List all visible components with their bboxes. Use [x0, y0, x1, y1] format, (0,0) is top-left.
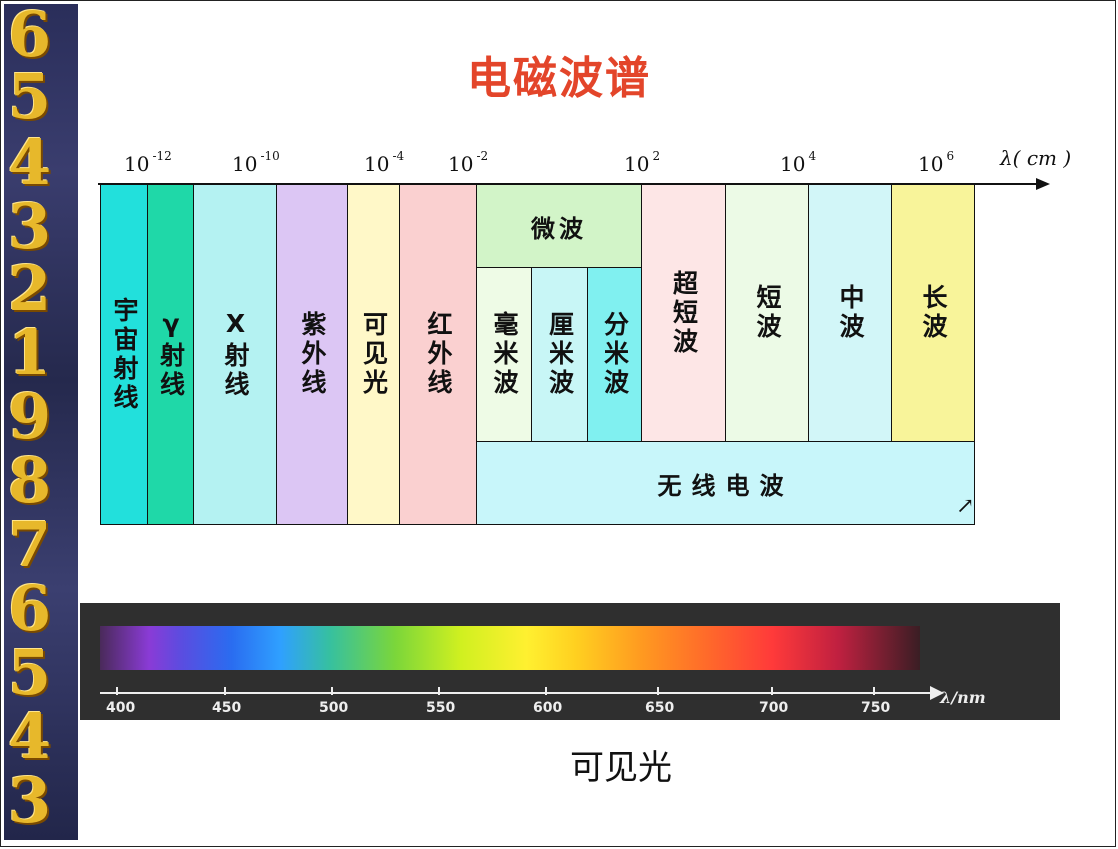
wavelength-tick: 10 6	[918, 149, 955, 176]
band-x-rays: X射线	[193, 184, 277, 525]
band-label: 紫外线	[298, 311, 327, 398]
band-microwave: 微波	[476, 184, 642, 268]
nm-tick-mark	[545, 687, 547, 695]
visible-light-caption: 可见光	[570, 748, 672, 788]
band-label: X射线	[221, 309, 250, 400]
sidebar-glyph: 3	[8, 190, 52, 263]
nm-tick-label: 550	[426, 700, 456, 716]
nm-tick-label: 600	[533, 700, 563, 716]
slide-title: 电磁波谱	[467, 53, 651, 104]
sidebar-glyph: 4	[8, 126, 52, 199]
wavelength-tick: 10 -2	[448, 149, 489, 176]
sidebar-glyph: 5	[8, 636, 52, 709]
band-short-wave: 短波	[725, 184, 809, 442]
decorative-sidebar: 6 5 4 3 2 1 9 8 7 6 5 4 3	[4, 4, 78, 840]
sidebar-glyph: 5	[8, 60, 52, 133]
nm-tick-label: 500	[319, 700, 349, 716]
sidebar-glyph: 3	[8, 764, 52, 837]
nm-tick-mark	[873, 687, 875, 695]
nm-tick-label: 400	[106, 700, 136, 716]
sidebar-glyph: 6	[8, 572, 52, 645]
nm-tick-label: 750	[861, 700, 891, 716]
sidebar-glyph: 6	[8, 4, 52, 71]
band-label: 红外线	[424, 311, 453, 398]
band-long-wave: 长波	[891, 184, 975, 442]
wavelength-tick: 10 2	[624, 149, 661, 176]
wavelength-axis-unit: λ( cm )	[1000, 146, 1072, 170]
mouse-cursor-icon: ↗	[956, 494, 975, 519]
band-visible-light: 可见光	[347, 184, 400, 525]
band-medium-wave: 中波	[808, 184, 892, 442]
sidebar-glyph: 4	[8, 700, 52, 773]
nm-tick-mark	[657, 687, 659, 695]
sidebar-glyph: 2	[8, 252, 52, 325]
band-label: 分米波	[600, 311, 630, 398]
band-label: 中波	[836, 284, 865, 342]
nm-tick-mark	[224, 687, 226, 695]
band-gamma-rays: γ射线	[147, 184, 194, 525]
band-label: 宇宙射线	[110, 296, 139, 413]
wavelength-tick: 10 4	[780, 149, 817, 176]
sidebar-glyph: 7	[8, 508, 52, 581]
sidebar-glyph: 9	[8, 380, 52, 453]
band-label: 厘米波	[545, 311, 575, 398]
band-radio-waves: 无线电波	[476, 441, 975, 525]
band-label: 长波	[919, 284, 948, 342]
visible-spectrum-gradient	[100, 626, 920, 670]
nm-tick-label: 650	[645, 700, 675, 716]
band-label: 无线电波	[657, 471, 794, 500]
nm-tick-label: 700	[759, 700, 789, 716]
sidebar-glyph: 1	[8, 316, 52, 389]
nm-tick-mark	[771, 687, 773, 695]
band-label: 微波	[531, 214, 587, 243]
band-label: 毫米波	[490, 311, 519, 398]
band-centimeter-wave: 厘米波	[531, 267, 588, 442]
nm-axis-line	[100, 692, 938, 694]
band-infrared: 红外线	[399, 184, 477, 525]
nm-tick-mark	[331, 687, 333, 695]
nm-tick-mark	[438, 687, 440, 695]
wavelength-tick: 10 -12	[124, 149, 172, 176]
nm-axis-arrow-icon	[930, 686, 944, 700]
wavelength-axis-arrow-icon	[1036, 178, 1050, 190]
band-ultraviolet: 紫外线	[276, 184, 348, 525]
sidebar-glyph: 8	[8, 444, 52, 517]
band-decimeter-wave: 分米波	[587, 267, 642, 442]
nm-axis-unit: λ/nm	[940, 688, 986, 707]
band-ultrashort-wave: 超短波	[641, 184, 726, 442]
band-label: 超短波	[669, 269, 699, 357]
wavelength-tick: 10 -4	[364, 149, 405, 176]
band-label: γ射线	[156, 309, 186, 400]
band-label: 短波	[753, 284, 782, 342]
band-millimeter-wave: 毫米波	[476, 267, 532, 442]
band-cosmic-rays: 宇宙射线	[100, 184, 148, 525]
nm-tick-mark	[116, 687, 118, 695]
wavelength-tick: 10 -10	[232, 149, 280, 176]
nm-tick-label: 450	[212, 700, 242, 716]
band-label: 可见光	[359, 311, 389, 398]
